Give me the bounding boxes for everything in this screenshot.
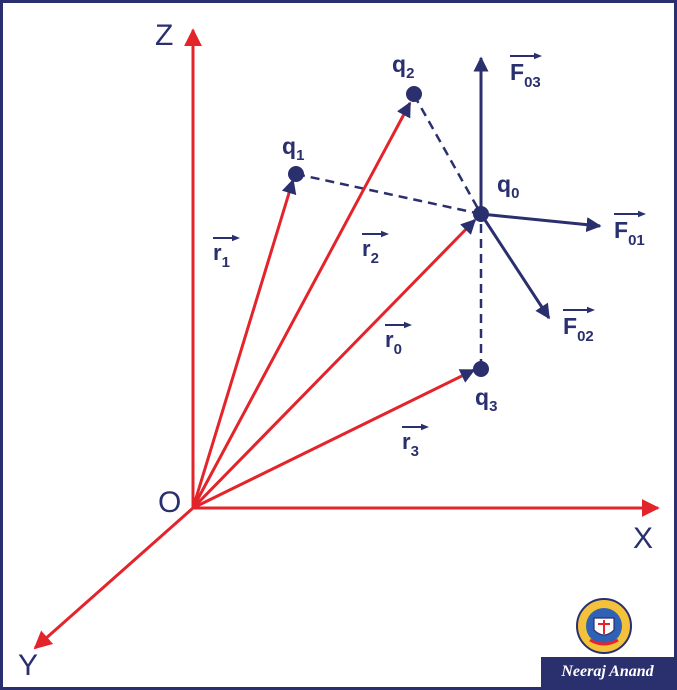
x-axis-label: X — [633, 522, 653, 555]
label-r3: r3 — [402, 423, 429, 460]
y-axis — [33, 506, 194, 650]
svg-text:F03: F03 — [510, 59, 541, 91]
svg-text:r3: r3 — [402, 429, 419, 460]
vector-r2 — [191, 101, 412, 509]
label-F03: F03 — [510, 52, 542, 91]
vector-r1 — [191, 178, 297, 509]
charge-q0-dot — [473, 206, 489, 222]
z-axis-label: Z — [155, 19, 173, 52]
author-credit: Neeraj Anand — [541, 657, 674, 687]
charge-q3-label: q3 — [475, 384, 497, 415]
label-r2: r2 — [362, 230, 389, 267]
force-F01 — [480, 212, 602, 233]
label-F01: F01 — [614, 210, 646, 249]
vector-r0 — [191, 218, 477, 510]
svg-text:F02: F02 — [563, 313, 594, 345]
svg-text:r1: r1 — [213, 240, 230, 271]
anand-classes-logo-icon — [576, 598, 632, 654]
charge-q1-dot — [288, 166, 304, 182]
y-axis-label: Y — [18, 649, 38, 682]
vector-r3 — [192, 368, 476, 510]
force-F02 — [479, 213, 551, 320]
charge-q2-dot — [406, 86, 422, 102]
label-r0: r0 — [385, 321, 412, 358]
svg-text:r0: r0 — [385, 327, 402, 358]
label-r1: r1 — [213, 234, 240, 271]
dashed-q2-q0 — [412, 94, 483, 215]
svg-text:r2: r2 — [362, 236, 379, 267]
charge-q1-label: q1 — [282, 133, 304, 164]
label-F02: F02 — [563, 306, 595, 345]
svg-text:F01: F01 — [614, 217, 645, 249]
charge-q0-label: q0 — [497, 171, 519, 202]
origin-label: O — [158, 486, 181, 519]
charge-q3-dot — [473, 361, 489, 377]
dashed-q1-q0 — [295, 172, 482, 216]
charge-q2-label: q2 — [392, 51, 414, 82]
